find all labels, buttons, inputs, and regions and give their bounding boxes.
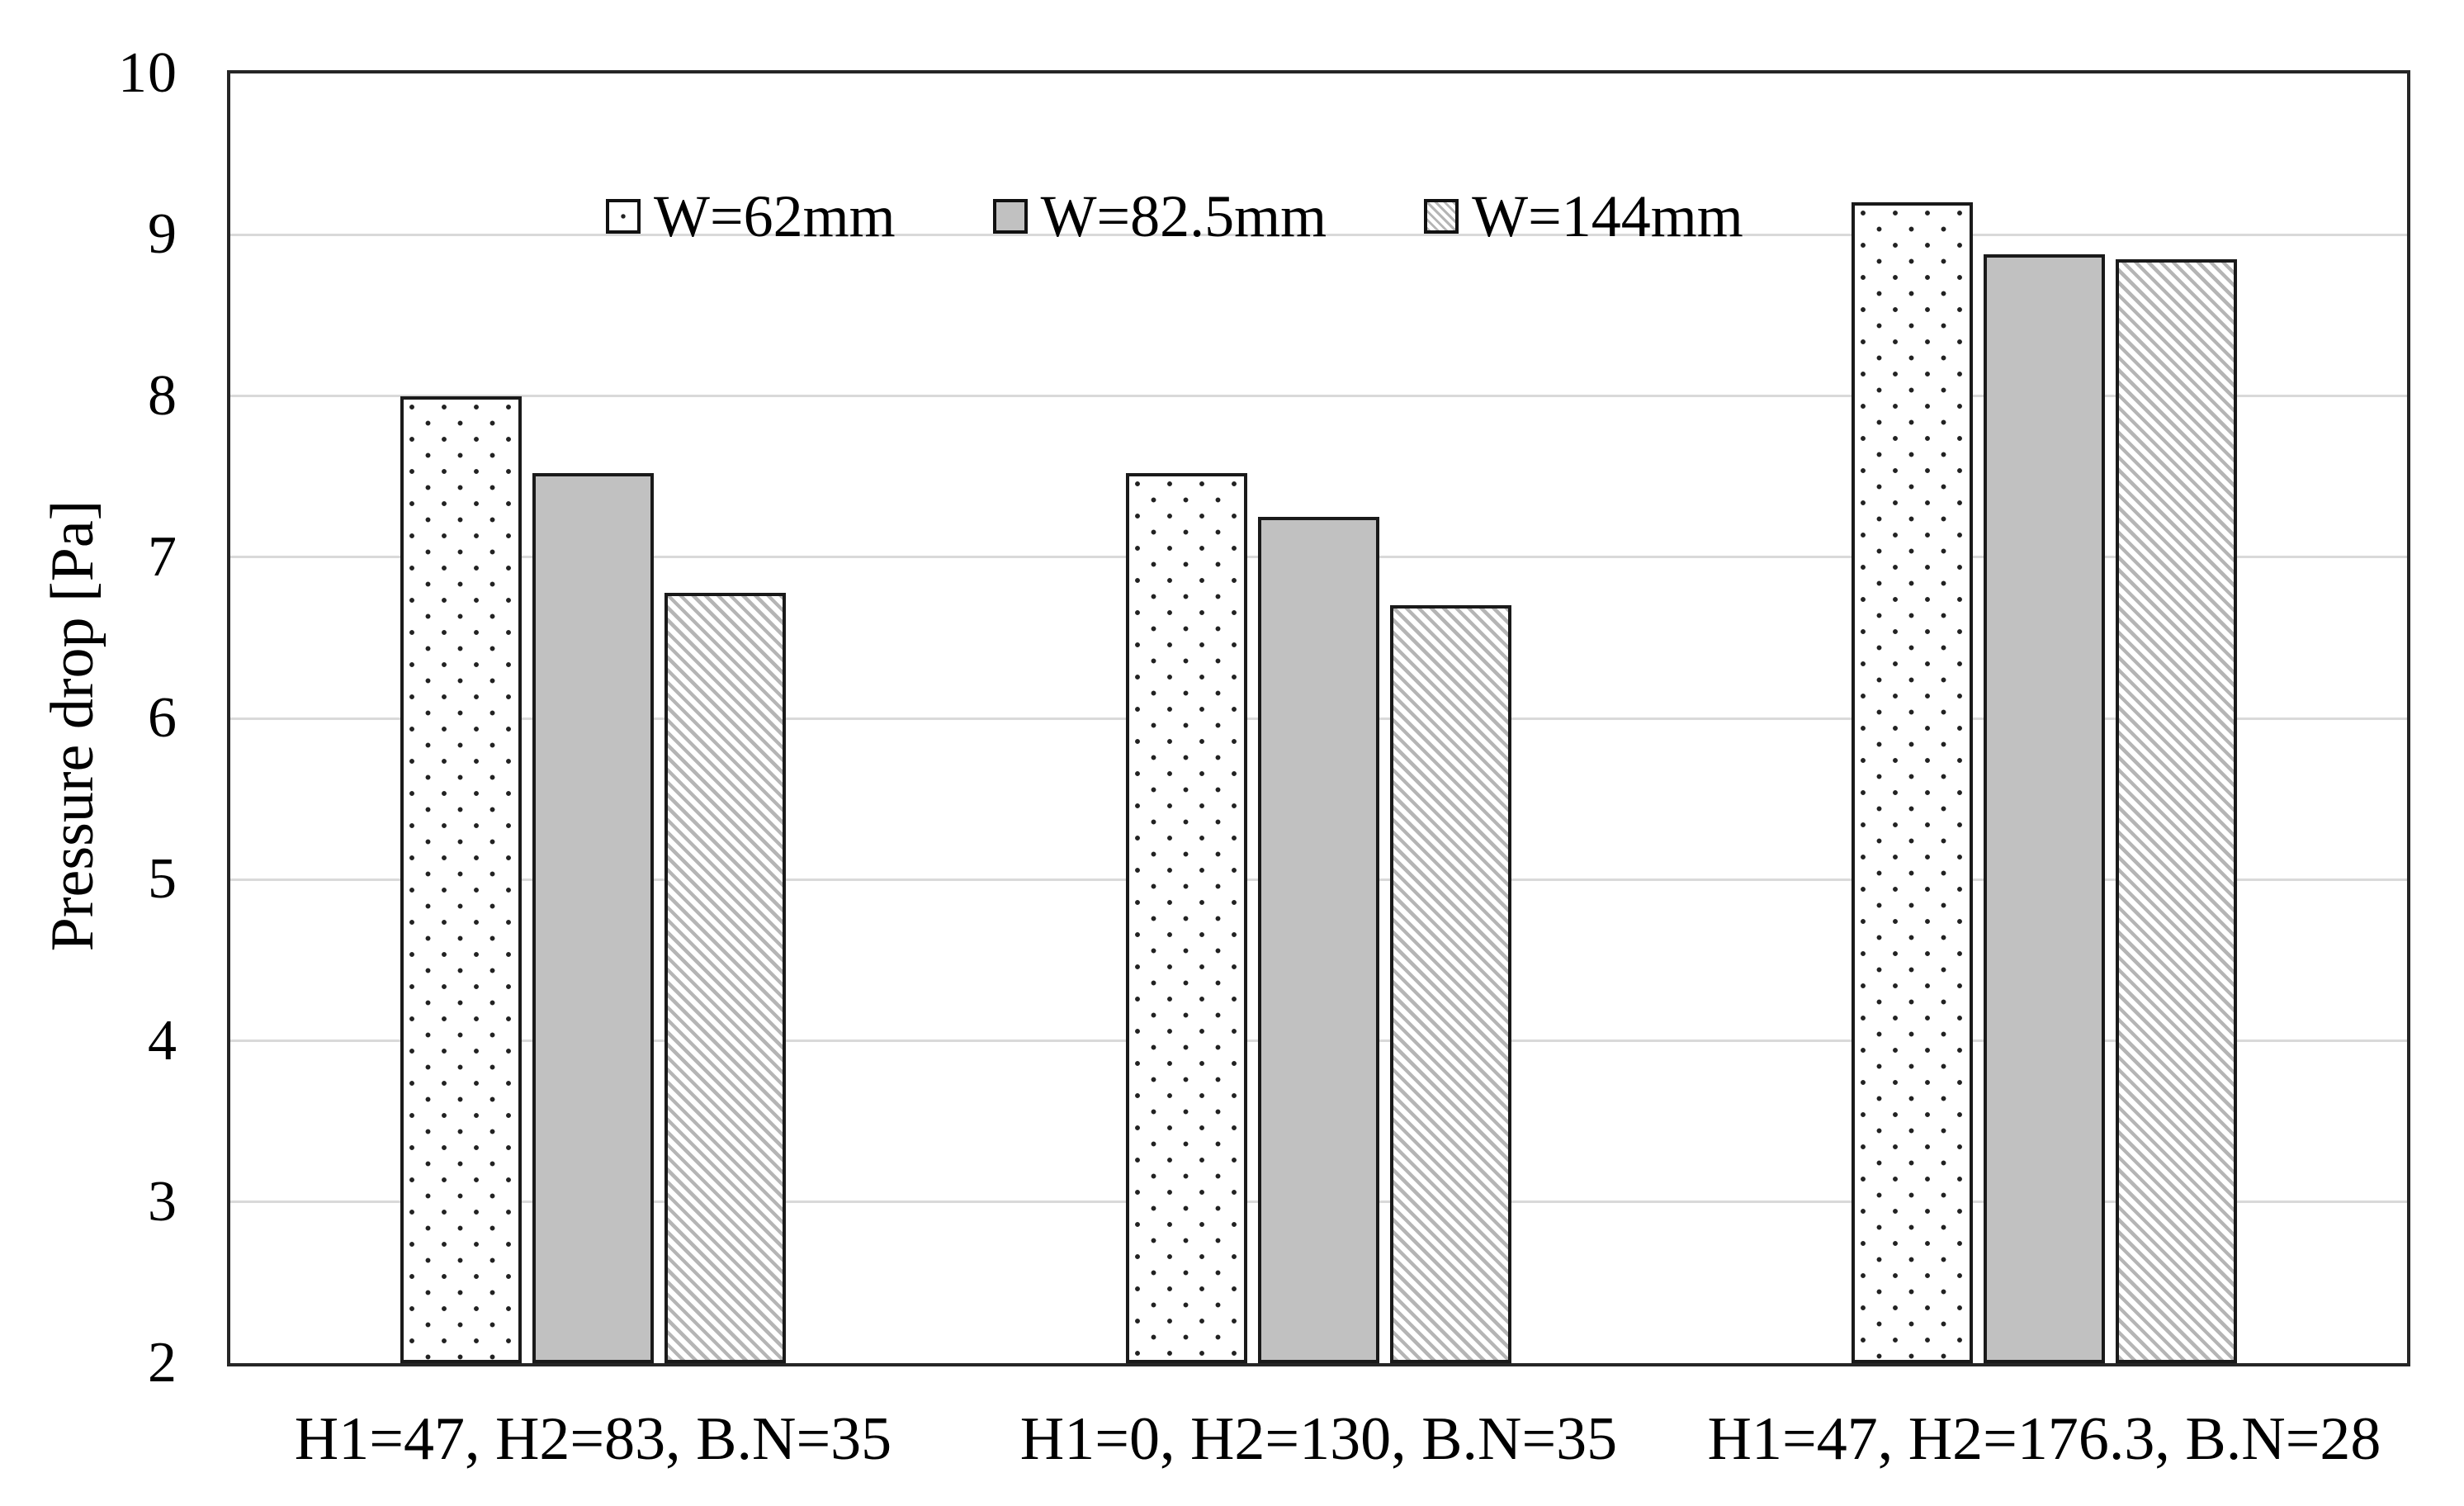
y-tick-label-6: 6: [148, 686, 177, 750]
bar-series-1-group-2: [1984, 253, 2105, 1363]
legend-label-0: W=62mm: [654, 183, 896, 249]
bar-series-1-group-0: [532, 473, 654, 1363]
gridline-y-8: [230, 395, 2407, 397]
bar-series-2-group-1: [1390, 605, 1511, 1363]
legend-item-2: W=144mm: [1424, 183, 1743, 249]
y-tick-label-7: 7: [148, 524, 177, 589]
bar-series-0-group-2: [1852, 202, 1973, 1363]
bar-series-2-group-2: [2116, 258, 2237, 1363]
bar-series-1-group-1: [1258, 516, 1379, 1363]
legend-marker-solid-icon: [992, 199, 1028, 234]
x-category-label-2: H1=47, H2=176.3, B.N=28: [1707, 1405, 2381, 1473]
legend-marker-dotted-icon: [606, 199, 641, 234]
plot-area: W=62mm W=82.5mm W=144mm: [227, 70, 2410, 1366]
legend-item-1: W=82.5mm: [992, 183, 1327, 249]
y-tick-label-3: 3: [148, 1169, 177, 1234]
y-tick-label-5: 5: [148, 847, 177, 912]
y-tick-label-4: 4: [148, 1008, 177, 1073]
legend-marker-hatch-icon: [1424, 199, 1459, 234]
y-tick-label-10: 10: [118, 41, 177, 105]
y-tick-label-8: 8: [148, 363, 177, 428]
legend-label-2: W=144mm: [1472, 183, 1743, 249]
legend-item-0: W=62mm: [606, 183, 896, 249]
gridline-y-9: [230, 233, 2407, 236]
y-tick-label-9: 9: [148, 202, 177, 267]
legend: W=62mm W=82.5mm W=144mm: [606, 183, 1743, 249]
bar-series-0-group-1: [1126, 473, 1247, 1363]
bar-series-0-group-0: [400, 395, 522, 1363]
x-category-label-1: H1=0, H2=130, B.N=35: [1019, 1405, 1618, 1473]
y-tick-label-2: 2: [148, 1331, 177, 1395]
bar-series-2-group-0: [664, 592, 786, 1363]
legend-label-1: W=82.5mm: [1040, 183, 1327, 249]
x-category-label-0: H1=47, H2=83, B.N=35: [294, 1405, 892, 1473]
